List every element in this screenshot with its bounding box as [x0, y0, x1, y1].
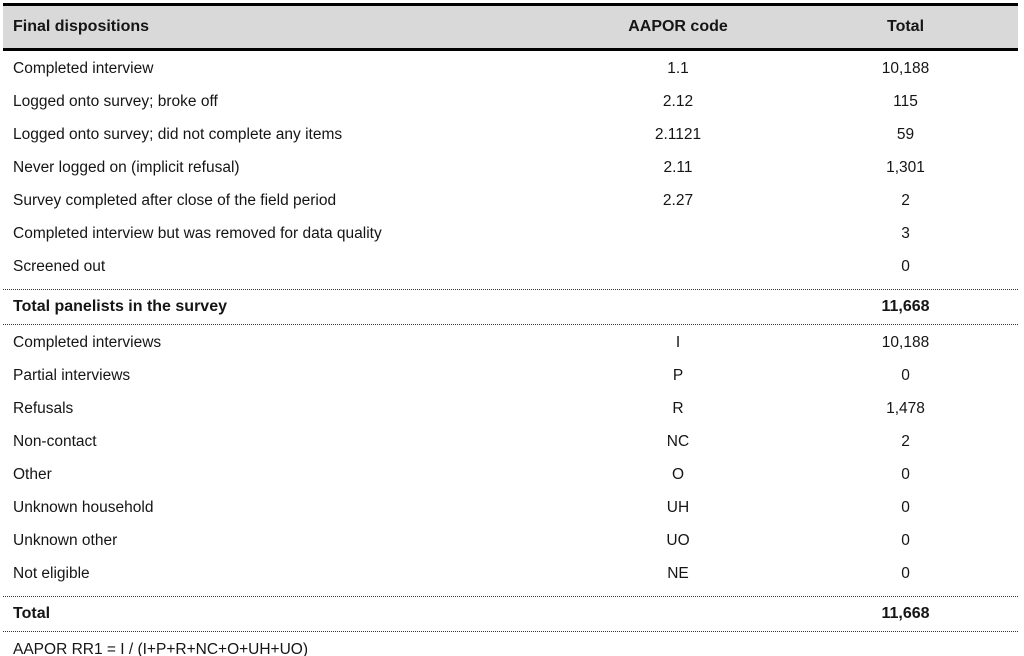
- header-final-dispositions: Final dispositions: [13, 18, 150, 35]
- disposition-label: Completed interviews: [13, 333, 162, 351]
- total-value: 0: [901, 531, 910, 549]
- table-row: Non-contact NC 2: [3, 425, 1018, 458]
- table-row: Not eligible NE 0: [3, 557, 1018, 590]
- disposition-label: Refusals: [13, 399, 74, 417]
- table-header-row: Final dispositions AAPOR code Total: [3, 6, 1018, 51]
- table-row: Completed interviews I 10,188: [3, 326, 1018, 359]
- table-row: Completed interview but was removed for …: [3, 217, 1018, 250]
- table-row: Refusals R 1,478: [3, 392, 1018, 425]
- disposition-label: Other: [13, 465, 52, 483]
- table-row: Unknown other UO 0: [3, 524, 1018, 557]
- disposition-label: Logged onto survey; did not complete any…: [13, 125, 343, 143]
- table-row: Unknown household UH 0: [3, 491, 1018, 524]
- aapor-code-value: R: [672, 399, 684, 417]
- total-value: 2: [901, 432, 910, 450]
- total-value: 59: [896, 125, 915, 143]
- aapor-rr1-formula: AAPOR RR1 = I / (I+P+R+NC+O+UH+UO): [13, 641, 309, 656]
- disposition-label: Never logged on (implicit refusal): [13, 158, 240, 176]
- aapor-code-value: NC: [666, 432, 690, 450]
- total-value: 0: [901, 257, 910, 275]
- disposition-label: Unknown household: [13, 498, 154, 516]
- aapor-code-value: 2.11: [663, 158, 693, 176]
- table-row: Survey completed after close of the fiel…: [3, 184, 1018, 217]
- total-value: 1,301: [886, 158, 925, 176]
- aapor-code-value: 2.27: [662, 191, 694, 209]
- aapor-code-value: UH: [666, 498, 690, 516]
- total-value: 0: [901, 465, 910, 483]
- total-value: 0: [901, 498, 910, 516]
- table-row: Partial interviews P 0: [3, 359, 1018, 392]
- aapor-code-value: O: [671, 465, 685, 483]
- table-row: Completed interview 1.1 10,188: [3, 52, 1018, 85]
- aapor-code-value: 2.1121: [654, 125, 702, 143]
- total-value: 10,188: [881, 59, 930, 77]
- disposition-label: Unknown other: [13, 531, 118, 549]
- total-panelists-value: 11,668: [881, 298, 930, 315]
- grand-total-label: Total: [13, 605, 51, 622]
- disposition-label: Not eligible: [13, 564, 90, 582]
- table-row: Screened out 0: [3, 250, 1018, 283]
- total-value: 1,478: [886, 399, 925, 417]
- total-value: 3: [901, 224, 910, 242]
- total-value: 115: [893, 92, 918, 110]
- disposition-label: Logged onto survey; broke off: [13, 92, 218, 110]
- grand-total-row: Total 11,668: [3, 596, 1018, 632]
- aapor-code-value: 1.1: [667, 59, 689, 77]
- disposition-label: Non-contact: [13, 432, 97, 450]
- total-value: 0: [901, 366, 910, 384]
- table-row: Logged onto survey; broke off 2.12 115: [3, 85, 1018, 118]
- disposition-label: Completed interview: [13, 59, 154, 77]
- grand-total-value: 11,668: [881, 605, 930, 622]
- table-row: Logged onto survey; did not complete any…: [3, 118, 1018, 151]
- total-value: 2: [901, 191, 910, 209]
- table-row: Never logged on (implicit refusal) 2.11 1,…: [3, 151, 1018, 184]
- aapor-code-value: I: [675, 333, 681, 351]
- aapor-code-value: UO: [666, 531, 690, 549]
- header-aapor-code: AAPOR code: [628, 18, 728, 35]
- disposition-label: Partial interviews: [13, 366, 131, 384]
- total-panelists-row: Total panelists in the survey 11,668: [3, 289, 1018, 325]
- total-value: 0: [901, 564, 910, 582]
- aapor-code-value: NE: [667, 564, 689, 582]
- formula-row: AAPOR RR1 = I / (I+P+R+NC+O+UH+UO): [3, 632, 1018, 656]
- header-total: Total: [886, 18, 925, 35]
- aapor-categories-section: Completed interviews I 10,188 Partial inter…: [3, 325, 1018, 596]
- final-dispositions-table: Final dispositions AAPOR code Total Comp…: [3, 3, 1018, 656]
- disposition-label: Screened out: [13, 257, 106, 275]
- disposition-label: Survey completed after close of the fiel…: [13, 191, 337, 209]
- final-dispositions-section: Completed interview 1.1 10,188 Logged onto …: [3, 51, 1018, 289]
- aapor-code-value: 2.12: [662, 92, 694, 110]
- table-row: Other O 0: [3, 458, 1018, 491]
- total-value: 10,188: [881, 333, 930, 351]
- total-panelists-label: Total panelists in the survey: [13, 298, 227, 315]
- disposition-label: Completed interview but was removed for …: [13, 224, 382, 242]
- aapor-code-value: P: [672, 366, 684, 384]
